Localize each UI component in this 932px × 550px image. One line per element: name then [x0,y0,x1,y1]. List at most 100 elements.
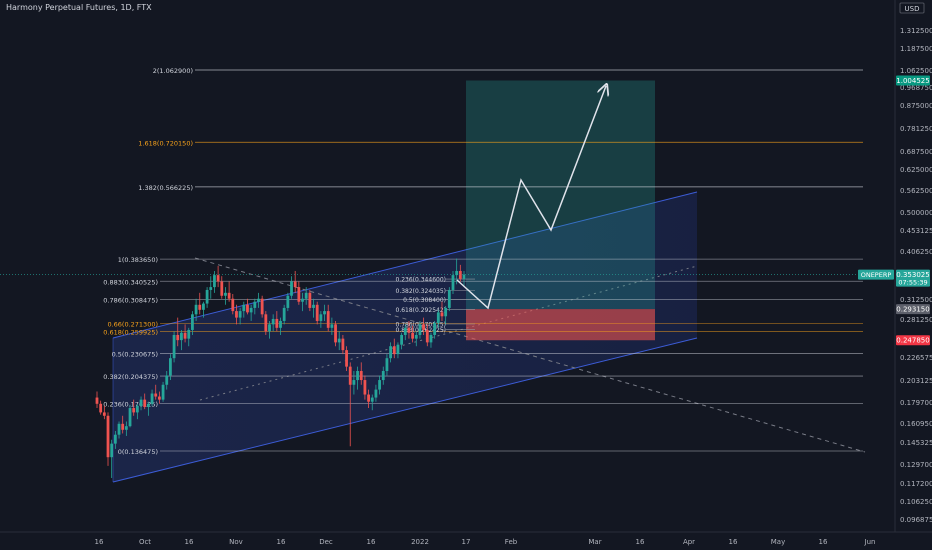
fib-level-label: 1(0.383650) [118,256,158,264]
candle-body [249,307,253,313]
candle-body [183,332,187,339]
candle-body [271,318,275,325]
candle-body [425,329,429,343]
inner-fib-label: 0.5(0.308400) [403,297,446,304]
candle-body [341,338,345,351]
candle-body [128,408,132,427]
candle-body [330,324,334,328]
channel-upper-line[interactable] [112,191,698,339]
candle-body [264,314,268,332]
fib-level-label: 0.382(0.204375) [103,373,158,381]
x-tick-label: 16 [367,538,376,546]
candle-body [315,304,319,321]
loss-zone [466,309,655,341]
x-tick-label: 16 [277,538,286,546]
candle-body [319,314,323,321]
candle-body [301,298,304,302]
channel-lower-line[interactable] [112,337,698,483]
candle-body [157,396,161,400]
candle-body [385,358,389,372]
candle-body [418,324,422,335]
y-tick-label: 0.875000 [900,102,932,110]
y-tick-label: 0.625000 [900,166,932,174]
x-tick-label: Nov [229,538,243,546]
ticker-tag [858,269,894,280]
candle-body [312,304,315,308]
profit-zone [466,80,655,310]
candle-body [169,358,172,376]
y-tick-label: 0.968750 [900,84,932,92]
candle-body [172,334,176,359]
candle-body [113,434,117,444]
candle-body [436,312,440,323]
candle-body [268,324,271,332]
fib-extension-levels[interactable]: 2(1.062900) 1.618(0.720150) 1.382(0.566225… [103,67,863,456]
candle-body [231,298,235,312]
candle-body [194,304,198,315]
price-tag-value: 0.353025 [896,271,929,279]
price-tag [896,75,930,86]
candle-body [286,295,290,308]
price-tag-value: 1.004525 [896,77,929,85]
fib-level-label: 2(1.062900) [153,67,193,75]
candle-body [198,304,202,310]
candle-body [356,371,359,381]
candle-body [176,334,180,341]
fib-level-label: 0(0.136475) [118,448,158,456]
candle-body [246,304,249,313]
candle-body [238,311,242,318]
y-tick-label: 0.453125 [900,227,932,235]
y-tick-label: 0.562500 [900,187,932,195]
fib-level-label: 0.786(0.308475) [103,297,158,305]
price-tag [896,335,930,346]
y-tick-label: 0.281250 [900,316,932,324]
y-tick-label: 0.145325 [900,439,932,447]
chart-title: Harmony Perpetual Futures, 1D, FTX [6,3,152,12]
ticker-label: ONEPERP [861,271,892,279]
candle-body [403,327,407,335]
projection-arrow[interactable] [456,86,606,310]
candle-body [154,393,158,397]
time-axis[interactable]: 16 Oct 16 Nov 16 Dec 16 2022 17 Feb Mar 16 Apr 16 May 1… [95,538,876,546]
candle-body [458,270,462,279]
candle-body [323,311,326,315]
candle-body [202,303,205,310]
y-tick-label: 0.096875 [900,516,932,524]
fib-level-label: 1.382(0.566225) [138,184,193,192]
candle-body [253,301,257,308]
x-tick-label: Oct [139,538,151,546]
candle-body [308,292,312,308]
candle-body [293,281,297,288]
x-tick-label: 16 [729,538,738,546]
price-tag-value: 0.247850 [896,337,929,345]
candle-body [290,281,293,296]
candle-body [235,311,238,318]
fib-level-label: 1.618(0.720150) [138,139,193,147]
candle-body [224,292,227,296]
candle-body [370,397,374,402]
price-axis[interactable]: 1.312500 1.187500 1.062500 0.968750 0.875000… [900,27,932,524]
candle-body [462,274,466,279]
candle-body [337,338,341,343]
y-tick-label: 0.106250 [900,498,932,506]
fib-level-label: 0.5(0.230675) [112,351,158,359]
y-tick-label: 0.117200 [900,480,932,488]
y-tick-label: 0.687500 [900,148,932,156]
candle-body [275,318,279,328]
y-tick-label: 1.312500 [900,27,932,35]
x-tick-label: Jun [864,538,876,546]
channel-midline[interactable] [199,265,698,401]
candle-body [165,375,169,385]
candle-body [378,380,381,390]
inner-fib-label: 0.618(0.292542) [396,307,447,314]
candle-body [110,443,114,458]
candle-body [191,314,194,330]
candle-body [359,371,363,381]
candle-body [447,289,451,308]
long-position-tool[interactable] [466,80,655,341]
y-tick-label: 0.226575 [900,354,932,362]
candle-body [135,405,139,413]
fib-level-label: 0.883(0.340525) [103,278,158,286]
currency-badge[interactable] [899,2,925,14]
